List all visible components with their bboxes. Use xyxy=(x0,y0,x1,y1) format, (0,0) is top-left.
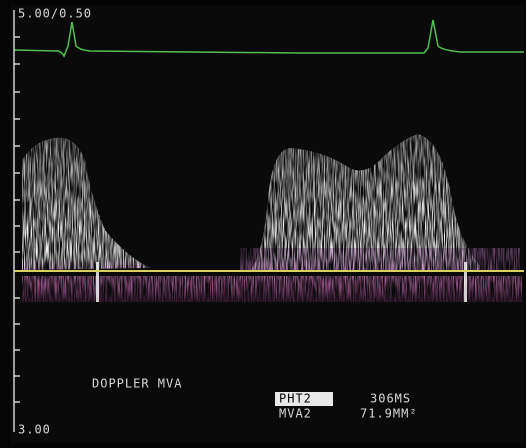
scale-bottom: 3.00 xyxy=(18,423,51,437)
flow-envelope xyxy=(250,134,480,270)
flow-envelope xyxy=(22,137,150,270)
measurement-value: 71.9MM² xyxy=(360,407,418,421)
axis-ticks xyxy=(14,36,20,403)
spectral-doppler xyxy=(22,134,522,302)
flow-fill xyxy=(240,248,520,270)
artifact xyxy=(96,262,99,302)
measurement-name: MVA2 xyxy=(279,407,312,421)
reverse-flow xyxy=(22,276,522,302)
artifact xyxy=(464,262,467,302)
scale-top: 5.00/0.50 xyxy=(18,7,92,21)
mode-label: DOPPLER MVA xyxy=(92,377,182,391)
measurement-name: PHT2 xyxy=(279,392,312,406)
ecg-trace xyxy=(13,19,524,58)
highlight-box xyxy=(275,392,333,406)
measurement-value: 306MS xyxy=(370,392,411,406)
